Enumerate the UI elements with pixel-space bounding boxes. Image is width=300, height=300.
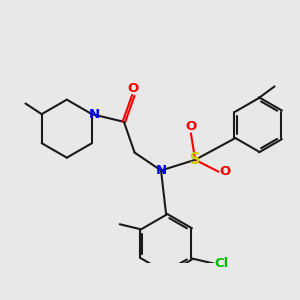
Text: Cl: Cl — [214, 257, 228, 270]
Text: N: N — [88, 108, 100, 121]
Text: O: O — [220, 165, 231, 178]
Text: O: O — [185, 120, 197, 133]
Text: O: O — [128, 82, 139, 95]
Text: S: S — [190, 152, 200, 167]
Text: N: N — [155, 164, 167, 177]
